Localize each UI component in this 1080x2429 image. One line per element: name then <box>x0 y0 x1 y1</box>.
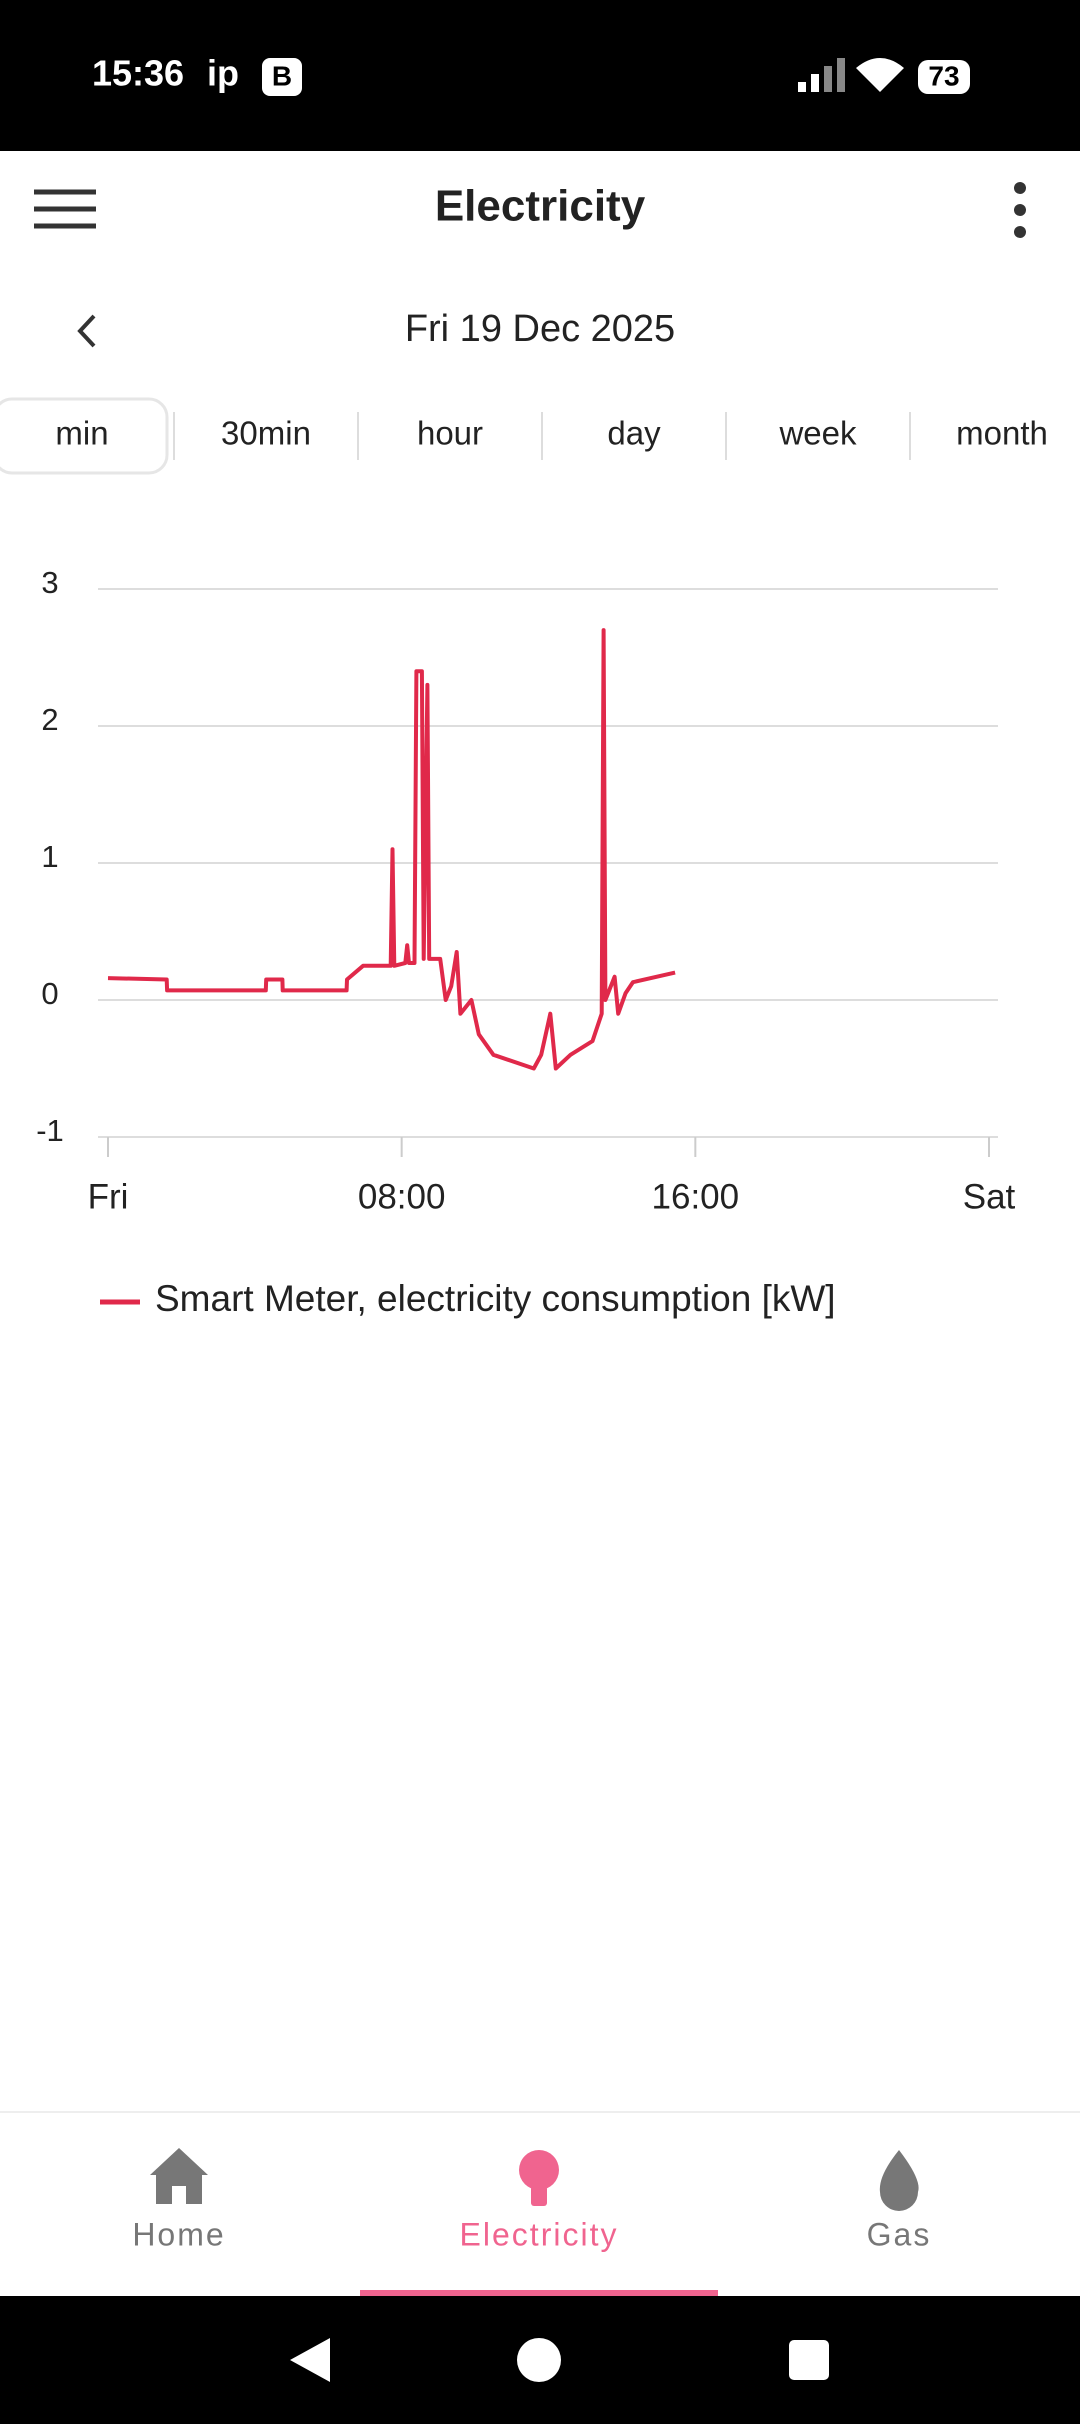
home-button[interactable] <box>517 2338 561 2382</box>
y-tick-label: 0 <box>41 976 58 1011</box>
tab[interactable]: week <box>778 415 857 452</box>
nav-home[interactable]: Home <box>132 2216 225 2252</box>
bulb-base <box>531 2186 547 2206</box>
signal-icon <box>798 58 845 92</box>
tab-selected-bg <box>0 397 169 475</box>
wifi-icon <box>856 58 904 92</box>
back-button[interactable] <box>290 2338 330 2382</box>
status-bar <box>0 0 1080 151</box>
y-tick-label: 3 <box>41 565 58 600</box>
nav-gas[interactable]: Gas <box>867 2216 932 2252</box>
x-tick-label: 16:00 <box>652 1177 740 1216</box>
y-tick-label: -1 <box>36 1113 64 1148</box>
y-tick-label: 1 <box>41 839 58 874</box>
menu-button[interactable] <box>34 189 96 229</box>
tab[interactable]: min <box>55 415 108 452</box>
battery-icon <box>918 60 970 94</box>
status-time: 15:36 <box>92 53 184 94</box>
battery-level: 73 <box>928 60 959 91</box>
status-badge: B <box>272 60 292 91</box>
y-tick-label: 2 <box>41 702 58 737</box>
prev-day-button[interactable] <box>77 314 96 348</box>
tab[interactable]: hour <box>417 415 483 452</box>
x-tick-label: Sat <box>963 1177 1016 1216</box>
more-button[interactable] <box>1014 182 1026 238</box>
nav-electricity[interactable]: Electricity <box>460 2216 619 2252</box>
nav-active-indicator <box>360 2290 718 2296</box>
badge-bg <box>262 58 302 96</box>
x-tick-label: 08:00 <box>358 1177 446 1216</box>
legend-label[interactable]: Smart Meter, electricity consumption [kW… <box>155 1278 836 1319</box>
electricity-icon[interactable] <box>519 2150 559 2190</box>
status-carrier: ip <box>207 53 239 94</box>
x-tick-label: Fri <box>88 1177 129 1216</box>
tab[interactable]: day <box>607 415 661 452</box>
tab[interactable]: 30min <box>221 415 311 452</box>
header-title: Electricity <box>435 182 646 231</box>
home-icon[interactable] <box>150 2148 208 2204</box>
data-line <box>107 628 676 1071</box>
recents-button[interactable] <box>789 2340 829 2380</box>
gas-icon[interactable] <box>879 2150 919 2211</box>
date-label: Fri 19 Dec 2025 <box>405 308 675 350</box>
tab[interactable]: month <box>956 415 1048 452</box>
